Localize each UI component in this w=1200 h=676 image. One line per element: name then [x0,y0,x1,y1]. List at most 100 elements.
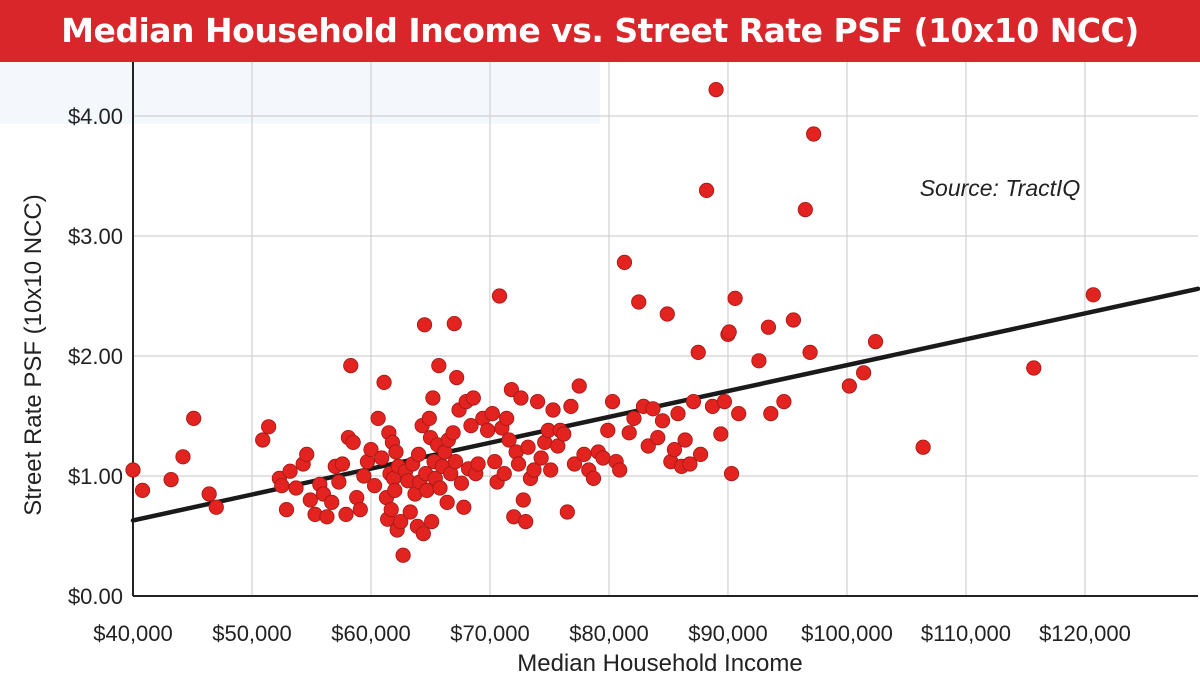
data-point [677,432,693,448]
data-point [484,405,500,422]
data-point [376,374,392,390]
data-point [352,501,368,518]
data-point [585,470,602,486]
data-point [708,82,724,98]
title-echo-band [0,62,600,124]
data-point [299,446,315,462]
data-point [713,426,729,442]
data-point [841,378,857,394]
data-point [520,439,536,455]
data-point [529,393,546,410]
data-point [518,513,534,530]
data-point [621,425,637,441]
data-point [446,315,462,332]
data-point [659,306,675,322]
title-banner [0,0,1200,62]
data-point [324,494,340,510]
data-point [331,474,347,490]
data-point [387,482,403,498]
data-point [698,182,715,198]
data-point [201,486,217,502]
data-point [480,422,496,438]
x-tick-label: $120,000 [1039,621,1131,646]
y-tick-label: $4.00 [68,104,123,129]
data-points [125,82,1101,563]
data-point [612,462,628,478]
y-tick-labels: $0.00 $1.00 $2.00 $3.00 $4.00 [68,104,123,609]
data-point [543,462,559,478]
data-point [515,492,531,508]
data-point [487,453,503,470]
data-point [439,494,455,510]
x-tick-label: $70,000 [450,621,530,646]
y-tick-label: $2.00 [68,344,123,369]
data-point [600,422,616,438]
data-point [806,126,822,142]
data-point [616,254,633,270]
data-point [513,390,529,406]
data-point [274,477,290,494]
data-point [393,513,409,530]
data-point [604,393,621,410]
data-point [640,438,656,454]
data-point [716,393,733,410]
data-point [690,344,706,360]
data-point [388,444,404,460]
data-point [363,441,379,458]
x-tick-label: $60,000 [331,621,411,646]
data-point [501,432,517,448]
chart-title: Median Household Income vs. Street Rate … [61,11,1139,50]
data-point [763,405,779,422]
data-point [432,480,448,496]
data-point [338,506,354,523]
chart-axes [132,62,1198,597]
data-point [503,381,520,398]
x-tick-label: $90,000 [688,621,768,646]
data-point [666,441,683,458]
data-point [867,333,884,350]
data-point [465,390,481,406]
data-point [559,504,575,520]
data-point [345,434,361,450]
data-point [463,417,479,434]
data-point [566,456,583,472]
data-point [163,471,179,488]
data-point [496,465,512,482]
data-point [785,312,802,328]
data-point [723,465,740,482]
data-point [1085,287,1101,303]
data-point [421,410,437,426]
data-point [383,501,399,518]
data-point [374,450,390,466]
data-point [425,390,441,406]
data-point [302,492,318,508]
grid-lines [133,62,1198,596]
x-axis-label: Median Household Income [517,650,803,676]
data-point [670,405,686,422]
data-point [175,449,191,465]
data-point [499,410,515,426]
data-point [576,446,592,462]
data-point [343,357,359,374]
data-point [556,426,572,442]
data-point [416,317,433,333]
y-tick-label: $0.00 [68,584,123,609]
data-point [731,405,747,422]
data-point [470,456,486,472]
data-point [319,509,335,525]
title-banner-fill [0,0,1200,62]
data-point [654,413,671,429]
data-point [856,365,872,381]
data-point [802,344,818,360]
data-point [447,453,464,470]
data-point [682,456,698,472]
data-point [366,477,383,494]
data-point [449,369,465,386]
data-point [550,438,566,454]
data-point [134,482,151,498]
x-tick-labels: $40,000 $50,000 $60,000 $70,000 $80,000 $90,0… [93,621,1131,646]
x-tick-label: $80,000 [569,621,649,646]
data-point [419,482,435,498]
data-point [510,456,527,472]
data-point [650,429,666,446]
